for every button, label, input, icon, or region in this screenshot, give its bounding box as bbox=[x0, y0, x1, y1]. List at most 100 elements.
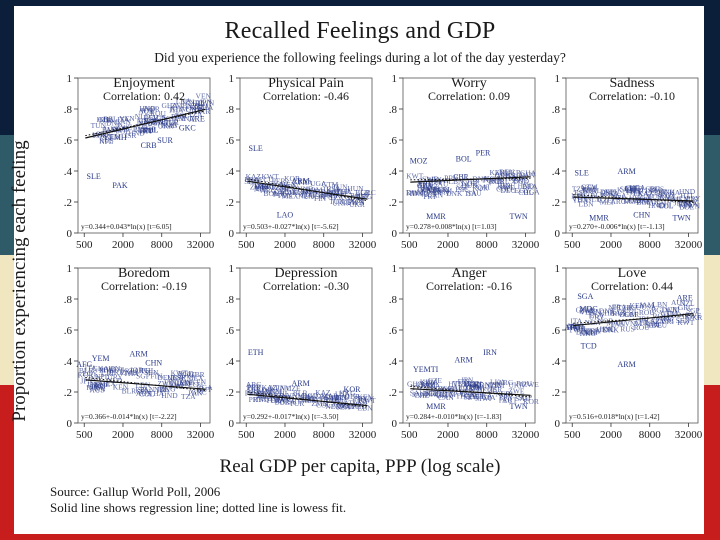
country-point-label: MAR bbox=[193, 107, 210, 116]
country-point-label: PRY bbox=[249, 395, 264, 404]
country-point-label: PRT bbox=[654, 188, 668, 197]
country-point-label: TUN bbox=[332, 182, 348, 191]
country-point-label: FIN bbox=[566, 323, 579, 332]
country-point-label: PHL bbox=[141, 366, 156, 375]
country-point-label: SEN bbox=[651, 317, 666, 326]
country-point-label: ESP bbox=[335, 394, 348, 403]
country-point-label: GHA bbox=[98, 115, 115, 124]
country-point-label: HND bbox=[648, 201, 665, 210]
country-point-label: KAZ bbox=[638, 190, 654, 199]
country-point-label: JPN bbox=[151, 117, 164, 126]
y-tick-label: .8 bbox=[552, 104, 561, 116]
country-point-label: ARG bbox=[260, 186, 276, 195]
country-label: ARM bbox=[618, 167, 636, 176]
x-tick-label: 500 bbox=[401, 239, 418, 251]
country-label: SLE bbox=[87, 172, 101, 181]
country-point-label: ZMB bbox=[161, 121, 177, 130]
country-point-label: NPL bbox=[95, 372, 110, 381]
method-line: Solid line shows regression line; dotted… bbox=[50, 500, 347, 515]
country-point-label: ARG bbox=[498, 378, 514, 387]
regression-line bbox=[85, 108, 206, 139]
country-point-label: PAN bbox=[140, 385, 155, 394]
source-note: Source: Gallup World Poll, 2006 Solid li… bbox=[50, 484, 346, 516]
y-tick-label: 0 bbox=[67, 418, 73, 430]
country-point-label: NZL bbox=[135, 122, 150, 131]
country-point-label: NLD bbox=[666, 310, 682, 319]
country-point-label: JPN bbox=[182, 97, 195, 106]
country-point-label: ISR bbox=[491, 385, 503, 394]
country-point-label: ZMB bbox=[121, 368, 137, 377]
country-point-label: NZL bbox=[485, 381, 500, 390]
country-point-label: BOL bbox=[636, 198, 651, 207]
country-point-label: TUN bbox=[277, 191, 293, 200]
y-tick-label: 0 bbox=[555, 228, 561, 240]
panel-title: Love bbox=[618, 266, 647, 281]
country-point-label: KOR bbox=[256, 385, 272, 394]
country-point-label: ITA bbox=[470, 384, 482, 393]
country-point-label: SEN bbox=[136, 387, 151, 396]
country-point-label: TZA bbox=[181, 392, 196, 401]
country-point-label: PER bbox=[245, 388, 259, 397]
country-point-label: LBN bbox=[283, 182, 299, 191]
country-label: MMR bbox=[589, 214, 609, 223]
country-point-label: SGP bbox=[94, 382, 108, 391]
country-point-label: RUS bbox=[620, 325, 635, 334]
country-point-label: DEU bbox=[90, 382, 106, 391]
country-point-label: HND bbox=[600, 324, 617, 333]
plot-frame bbox=[565, 77, 699, 234]
country-point-label: TWN bbox=[683, 202, 701, 211]
country-point-label: DNK bbox=[603, 325, 620, 334]
panel-equation: y=0.366+-0.014*ln(x) [t=-2.22] bbox=[81, 412, 177, 421]
country-label: ARM bbox=[618, 360, 636, 369]
country-point-label: USA bbox=[641, 302, 657, 311]
country-point-label: GHA bbox=[417, 181, 434, 190]
country-point-label: PAN bbox=[353, 399, 368, 408]
country-point-label: DEU bbox=[157, 373, 173, 382]
country-point-label: AUS bbox=[90, 385, 105, 394]
country-point-label: BEL bbox=[573, 324, 588, 333]
country-point-label: THA bbox=[168, 105, 184, 114]
country-point-label: THA bbox=[456, 391, 472, 400]
country-point-label: KAZ bbox=[617, 186, 633, 195]
country-point-label: ITA bbox=[117, 115, 129, 124]
country-point-label: IDN bbox=[588, 326, 602, 335]
country-point-label: ROU bbox=[516, 379, 532, 388]
y-tick-label: 1 bbox=[555, 263, 561, 275]
country-point-label: DEU bbox=[501, 186, 517, 195]
country-point-label: BLR bbox=[629, 186, 644, 195]
country-point-label: SGP bbox=[116, 126, 130, 135]
country-point-label: SAU bbox=[467, 189, 483, 198]
country-point-label: CRI bbox=[662, 317, 675, 326]
country-point-label: GTM bbox=[581, 183, 598, 192]
country-point-label: TZA bbox=[329, 193, 344, 202]
x-tick-label: 2000 bbox=[600, 429, 623, 441]
country-label: ARM bbox=[292, 379, 310, 388]
country-point-label: JPN bbox=[108, 364, 121, 373]
country-point-label: SAU bbox=[410, 388, 426, 397]
country-point-label: SWE bbox=[646, 321, 662, 330]
country-point-label: IRL bbox=[639, 315, 652, 324]
country-point-label: PRT bbox=[110, 367, 124, 376]
country-label: ARM bbox=[292, 176, 310, 185]
country-point-label: UGA bbox=[310, 179, 327, 188]
y-tick-label: .4 bbox=[552, 356, 561, 368]
panel-correlation: Correlation: -0.16 bbox=[426, 279, 512, 293]
y-tick-label: .4 bbox=[64, 356, 73, 368]
y-tick-label: .4 bbox=[64, 166, 73, 178]
country-label: KOR bbox=[344, 385, 362, 394]
country-point-label: NER bbox=[325, 402, 340, 411]
country-point-label: DEU bbox=[578, 192, 594, 201]
country-point-label: DNK bbox=[170, 373, 187, 382]
y-tick-label: 1 bbox=[392, 263, 398, 275]
y-tick-label: .4 bbox=[389, 356, 398, 368]
country-point-label: JAM bbox=[276, 384, 291, 393]
country-point-label: AUT bbox=[138, 106, 154, 115]
country-point-label: SLV bbox=[276, 394, 290, 403]
country-point-label: IDN bbox=[274, 391, 288, 400]
lowess-line bbox=[410, 177, 531, 181]
country-label: YEM bbox=[92, 354, 110, 363]
country-point-label: DEU bbox=[248, 385, 264, 394]
country-point-label: THA bbox=[625, 188, 641, 197]
country-point-label: KEN bbox=[113, 383, 129, 392]
country-point-label: KAZ bbox=[645, 317, 661, 326]
